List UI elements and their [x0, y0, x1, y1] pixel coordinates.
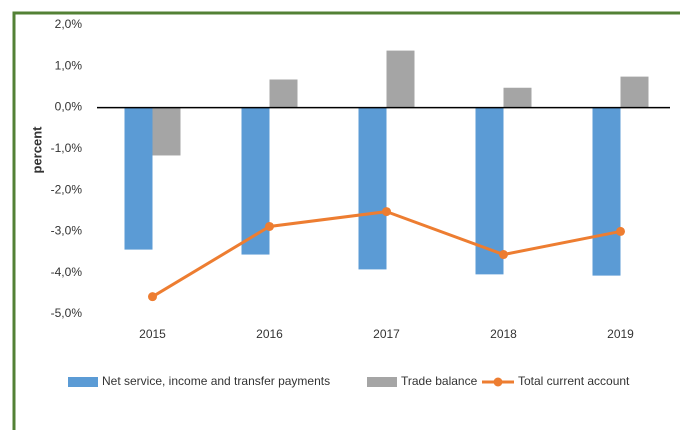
- bar: [386, 50, 415, 108]
- bar: [241, 107, 270, 255]
- bar: [592, 107, 621, 276]
- bar: [503, 87, 532, 108]
- line-marker: [382, 207, 391, 217]
- y-tick-label: -2,0%: [51, 182, 83, 196]
- y-tick-label: -3,0%: [51, 224, 83, 238]
- y-tick-label: -1,0%: [51, 141, 83, 155]
- bar: [152, 107, 181, 156]
- legend-swatch: [493, 377, 503, 387]
- y-tick-label: 1,0%: [55, 58, 83, 72]
- frame: [12, 11, 680, 430]
- bar: [358, 107, 387, 270]
- y-tick-label: 0,0%: [55, 100, 83, 114]
- x-tick-label: 2018: [490, 327, 517, 341]
- line-marker: [499, 250, 508, 260]
- bar: [620, 76, 649, 108]
- line-marker: [616, 226, 625, 236]
- line-marker: [265, 221, 274, 231]
- bar: [124, 107, 153, 250]
- legend-label: Trade balance: [401, 374, 478, 388]
- bar: [269, 79, 298, 108]
- y-tick-label: 2,0%: [55, 17, 83, 31]
- line-marker: [148, 292, 157, 302]
- x-tick-label: 2019: [607, 327, 634, 341]
- y-axis-label: percent: [29, 126, 44, 174]
- y-tick-label: -5,0%: [51, 306, 83, 320]
- y-tick-label: -4,0%: [51, 265, 83, 279]
- x-tick-label: 2017: [373, 327, 400, 341]
- legend-label: Net service, income and transfer payment…: [102, 374, 330, 388]
- x-tick-label: 2016: [256, 327, 283, 341]
- legend-label: Total current account: [518, 374, 630, 388]
- x-tick-label: 2015: [139, 327, 166, 341]
- legend-swatch: [367, 377, 397, 387]
- legend-swatch: [68, 377, 98, 387]
